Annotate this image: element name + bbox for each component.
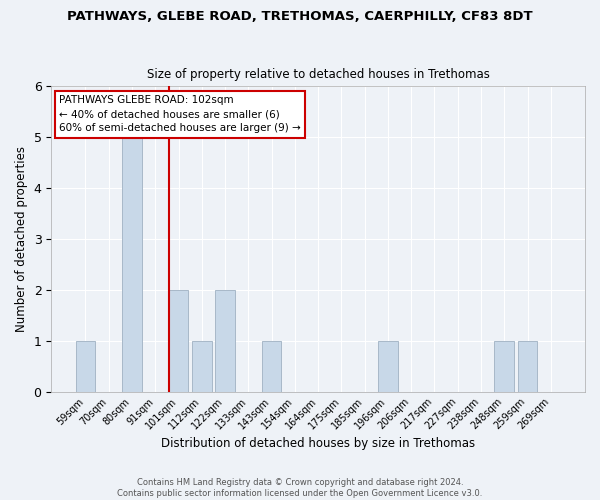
Bar (169, 290, 188, 392)
Text: PATHWAYS GLEBE ROAD: 102sqm
← 40% of detached houses are smaller (6)
60% of semi: PATHWAYS GLEBE ROAD: 102sqm ← 40% of det… (59, 96, 301, 134)
Bar (518, 340, 538, 392)
Bar (76, 340, 95, 392)
Text: Contains HM Land Registry data © Crown copyright and database right 2024.
Contai: Contains HM Land Registry data © Crown c… (118, 478, 482, 498)
Bar (122, 137, 142, 392)
Bar (494, 340, 514, 392)
Bar (262, 340, 281, 392)
Bar (378, 340, 398, 392)
Y-axis label: Number of detached properties: Number of detached properties (15, 146, 28, 332)
Text: PATHWAYS, GLEBE ROAD, TRETHOMAS, CAERPHILLY, CF83 8DT: PATHWAYS, GLEBE ROAD, TRETHOMAS, CAERPHI… (67, 10, 533, 23)
Bar (215, 290, 235, 392)
X-axis label: Distribution of detached houses by size in Trethomas: Distribution of detached houses by size … (161, 437, 475, 450)
Bar (192, 340, 212, 392)
Title: Size of property relative to detached houses in Trethomas: Size of property relative to detached ho… (147, 68, 490, 81)
